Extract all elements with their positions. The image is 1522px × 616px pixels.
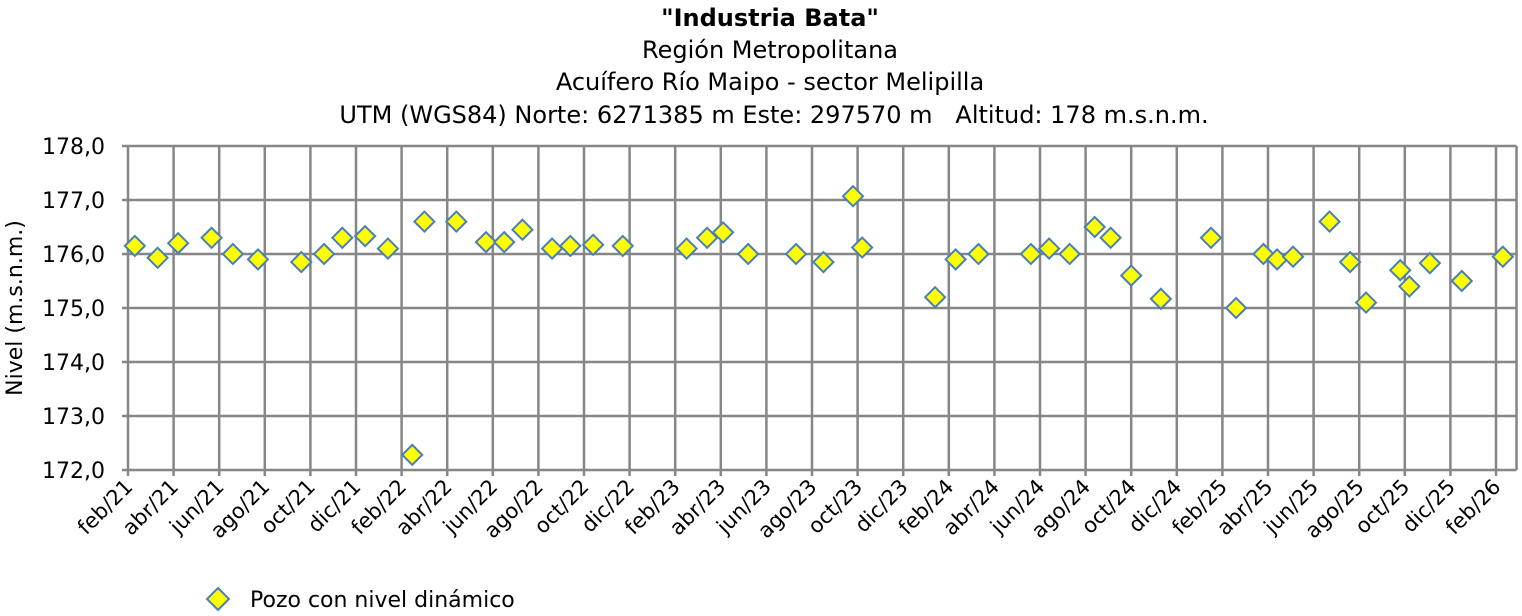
chart-title: "Industria Bata": [661, 4, 879, 32]
data-point-diamond: [246, 247, 270, 271]
data-point-diamond: [1388, 258, 1412, 282]
data-points: [123, 184, 1515, 467]
data-point-diamond: [1418, 251, 1442, 275]
data-point-diamond: [330, 226, 354, 250]
data-point-diamond: [221, 242, 245, 266]
data-point-diamond: [444, 210, 468, 234]
chart-subtitle-coordinates: UTM (WGS84) Norte: 6271385 m Este: 29757…: [339, 101, 1208, 129]
data-point-diamond: [923, 285, 947, 309]
data-point-diamond: [736, 242, 760, 266]
y-tick-label: 174,0: [42, 351, 105, 376]
data-point-diamond: [376, 237, 400, 261]
y-tick-label: 177,0: [42, 189, 105, 214]
y-axis-ticks: 178,0 177,0 176,0 175,0 174,0 173,0 172,0: [42, 135, 105, 484]
y-tick-label: 175,0: [42, 297, 105, 322]
chart-subtitle-region: Región Metropolitana: [642, 36, 898, 64]
data-point-diamond: [581, 233, 605, 257]
data-point-diamond: [289, 250, 313, 274]
x-axis-ticks: feb/21abr/21jun/21ago/21oct/21dic/21feb/…: [73, 475, 1506, 543]
data-point-diamond: [200, 226, 224, 250]
data-point-diamond: [784, 242, 808, 266]
y-tick-label: 172,0: [42, 459, 105, 484]
data-point-diamond: [412, 210, 436, 234]
data-point-diamond: [123, 234, 147, 258]
y-tick-label: 173,0: [42, 405, 105, 430]
data-point-diamond: [400, 443, 424, 467]
data-point-diamond: [1450, 269, 1474, 293]
data-point-diamond: [511, 218, 534, 242]
data-point-diamond: [1019, 242, 1043, 266]
y-axis-label: Nivel (m.s.n.m.): [3, 220, 28, 396]
data-point-diamond: [811, 250, 835, 274]
data-point-diamond: [1149, 287, 1173, 311]
y-tick-label: 176,0: [42, 243, 105, 268]
legend-label: Pozo con nivel dinámico: [250, 588, 515, 612]
data-point-diamond: [944, 247, 968, 271]
data-point-diamond: [1397, 274, 1421, 298]
data-point-diamond: [146, 246, 170, 270]
data-point-diamond: [1281, 245, 1305, 269]
data-point-diamond: [1058, 242, 1082, 266]
data-point-diamond: [1354, 291, 1378, 315]
data-point-diamond: [967, 242, 990, 266]
data-point-diamond: [1099, 226, 1123, 250]
data-point-diamond: [558, 234, 582, 258]
y-tick-label: 178,0: [42, 135, 105, 160]
data-point-diamond: [1083, 215, 1107, 239]
data-point-diamond: [1199, 226, 1223, 250]
data-point-diamond: [166, 231, 190, 255]
legend-diamond-icon: [205, 586, 231, 612]
data-point-diamond: [312, 242, 336, 266]
data-point-diamond: [850, 236, 874, 259]
data-point-diamond: [1119, 264, 1143, 288]
data-point-diamond: [1037, 237, 1061, 261]
data-point-diamond: [353, 224, 377, 248]
data-point-diamond: [675, 237, 699, 261]
data-point-diamond: [492, 230, 516, 254]
data-point-diamond: [611, 234, 635, 258]
data-point-diamond: [474, 230, 498, 254]
data-point-diamond: [1338, 250, 1362, 274]
data-point-diamond: [711, 220, 735, 244]
data-point-diamond: [841, 184, 865, 208]
data-point-diamond: [1318, 210, 1341, 234]
legend: Pozo con nivel dinámico: [205, 586, 515, 613]
data-point-diamond: [1491, 245, 1515, 269]
data-point-diamond: [540, 237, 564, 261]
grid-lines: [122, 144, 1518, 476]
chart-subtitle-aquifer: Acuífero Río Maipo - sector Melipilla: [556, 68, 984, 96]
data-point-diamond: [1224, 296, 1248, 320]
